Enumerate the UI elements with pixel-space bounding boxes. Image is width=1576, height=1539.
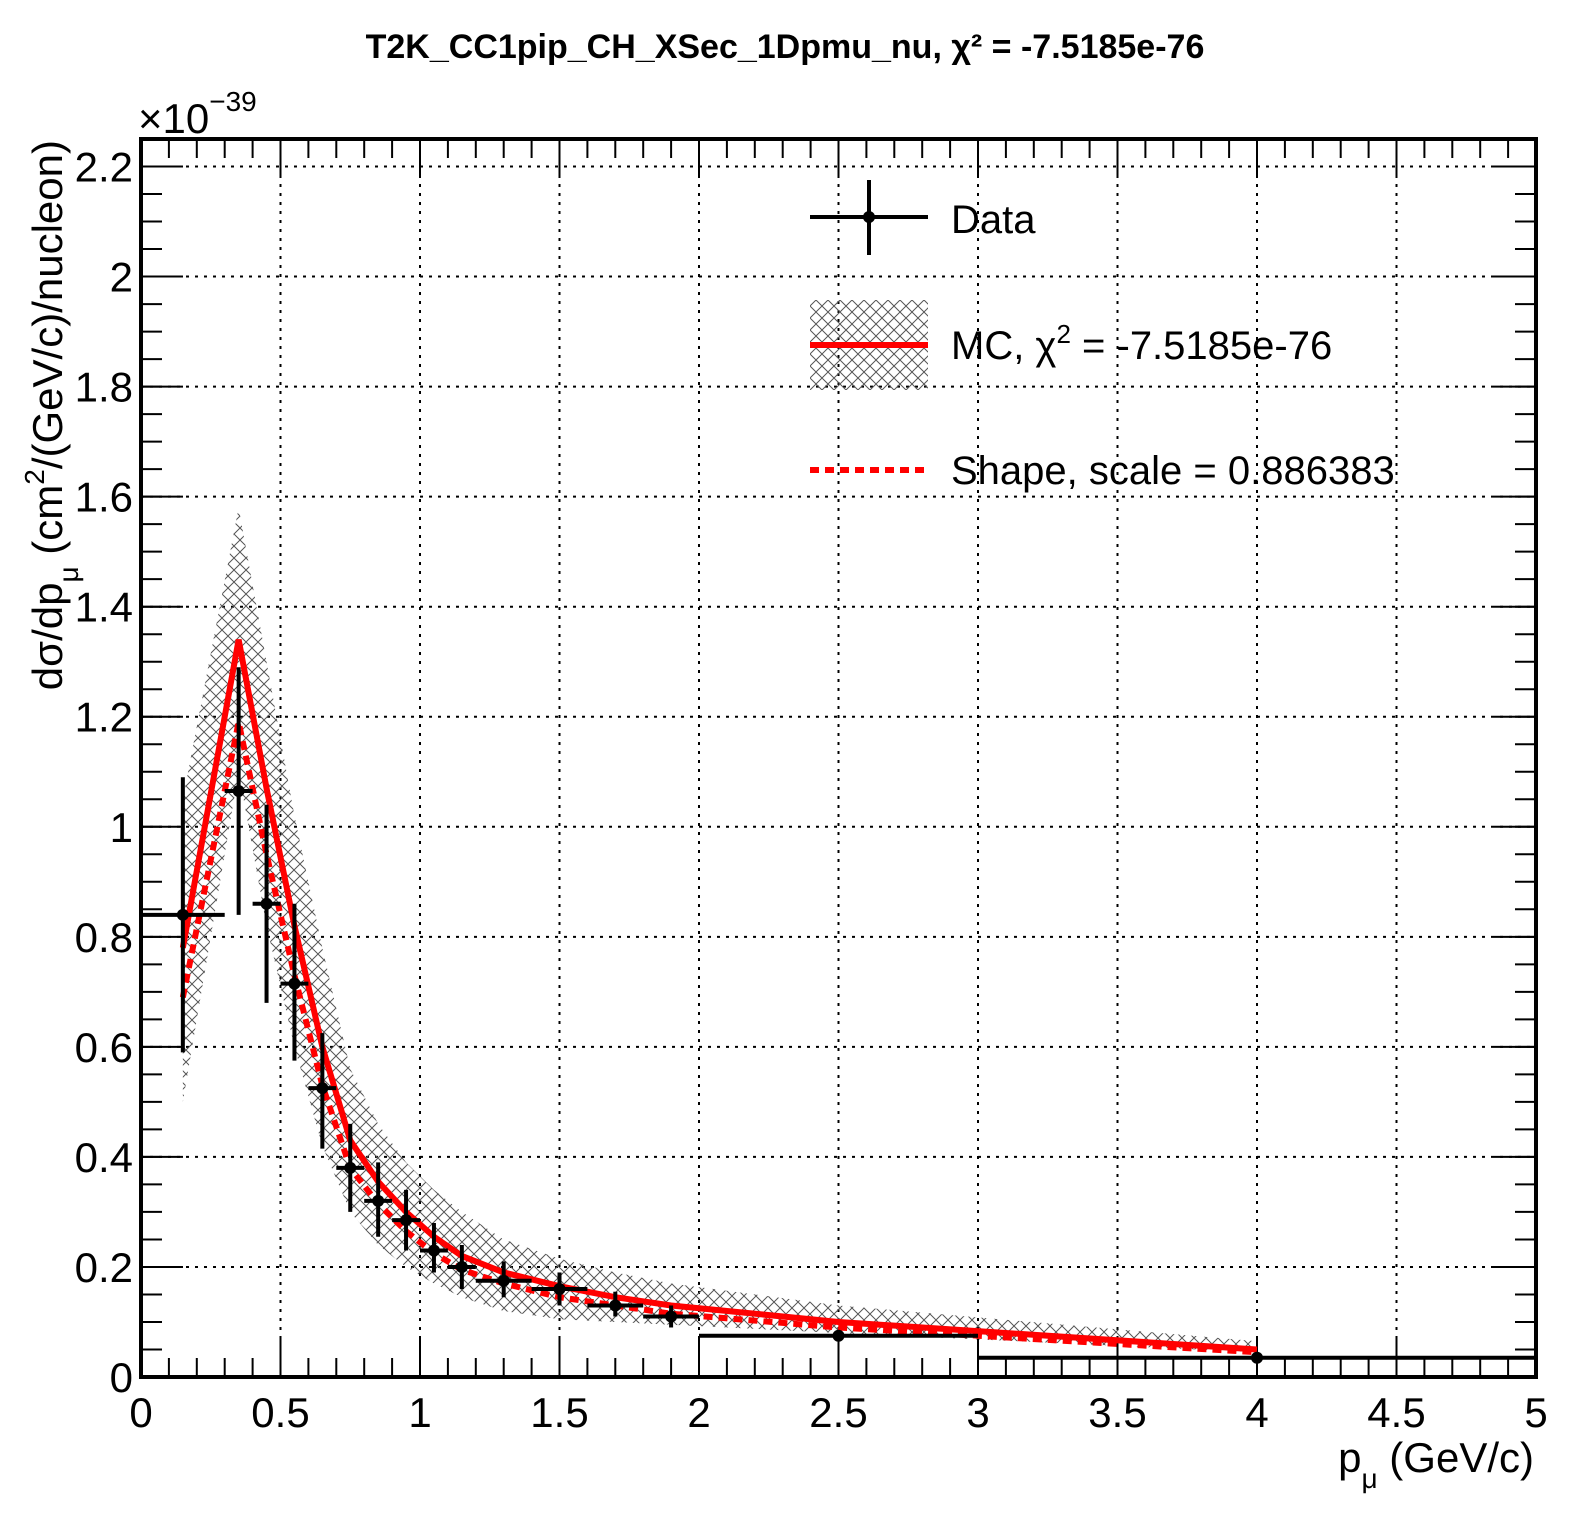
plot-frame [139,137,1538,1379]
data-marker [553,1282,566,1295]
data-point [420,1222,448,1273]
series-lines [179,639,1258,1356]
data-point [224,667,253,915]
x-tick-label: 2.5 [809,1389,867,1436]
data-point [364,1162,393,1237]
x-tick-label: 1 [408,1389,431,1436]
data-points [141,667,1536,1364]
legend-shape-label: Shape, scale = 0.886383 [951,449,1395,493]
y-tick-label: 2 [110,254,133,301]
data-marker [316,1082,329,1095]
y-axis-label: dσ/dpμ (cm2/(GeV/c)/nucleon) [19,140,84,690]
data-point [280,903,309,1061]
y-tick-label: 1.2 [75,694,133,741]
shape-line [179,721,1258,1356]
data-marker [427,1244,440,1257]
y-tick-label: 1.4 [75,584,133,631]
x-tick-label: 0.5 [251,1389,309,1436]
legend: Data MC, χ2 = -7.5185e-76 Shape, scale =… [810,180,1395,493]
data-point [475,1261,532,1298]
y-tick-label: 1 [110,804,133,851]
chart-title: T2K_CC1pip_CH_XSec_1Dpmu_nu, χ² = -7.518… [366,28,1205,66]
grid [141,139,1536,1377]
data-marker [665,1310,678,1323]
data-point [392,1189,420,1251]
data-point [447,1244,476,1289]
data-marker [497,1274,510,1287]
legend-entry-mc: MC, χ2 = -7.5185e-76 [810,300,1332,390]
data-marker [372,1194,385,1207]
axis-ticks [140,138,1537,1378]
data-marker [455,1260,468,1273]
y-tick-label: 2.2 [75,144,133,191]
legend-entry-data: Data [810,180,1036,255]
data-point [141,777,225,1053]
legend-data-marker [863,211,875,223]
x-tick-label: 1.5 [530,1389,588,1436]
y-exponent-label: ×10−39 [138,86,257,142]
data-marker [288,977,301,990]
data-point [643,1305,699,1328]
data-point [531,1272,588,1306]
y-tick-label: 1.8 [75,364,133,411]
x-tick-label: 5 [1524,1389,1547,1436]
legend-entry-shape: Shape, scale = 0.886383 [810,449,1395,493]
x-tick-label: 0 [129,1389,152,1436]
x-tick-label: 3 [966,1389,989,1436]
data-marker [1251,1351,1263,1364]
data-point [699,1329,978,1342]
data-marker [176,908,189,921]
x-tick-label: 3.5 [1088,1389,1146,1436]
data-marker [260,897,273,910]
data-marker [609,1299,622,1312]
mc-band [182,507,1258,1353]
x-tick-label: 4.5 [1367,1389,1425,1436]
data-point [336,1123,365,1212]
y-tick-label: 0.6 [75,1024,133,1071]
mc-uncertainty-band [182,507,1258,1353]
x-axis-label: pμ (GeV/c) [1338,1434,1534,1494]
x-tick-label: 4 [1245,1389,1268,1436]
data-marker [344,1161,357,1174]
data-marker [832,1329,845,1342]
data-point [308,1033,337,1149]
legend-data-label: Data [951,198,1036,242]
data-point [252,804,281,1003]
x-tick-label: 2 [687,1389,710,1436]
mc-line [179,639,1258,1353]
y-tick-label: 1.6 [75,474,133,521]
legend-mc-label: MC, χ2 = -7.5185e-76 [951,319,1332,368]
data-marker [232,785,245,798]
data-marker [400,1214,413,1227]
data-point [587,1291,644,1317]
y-tick-label: 0.2 [75,1244,133,1291]
tick-labels: 0 0.5 1 1.5 2 2.5 3 3.5 4 4.5 5 0 0.2 0.4 0.6 0.8 1 1.2 1.… [75,144,1548,1436]
y-tick-label: 0 [110,1354,133,1401]
y-tick-label: 0.8 [75,914,133,961]
data-point [978,1351,1536,1364]
y-tick-label: 0.4 [75,1134,133,1181]
